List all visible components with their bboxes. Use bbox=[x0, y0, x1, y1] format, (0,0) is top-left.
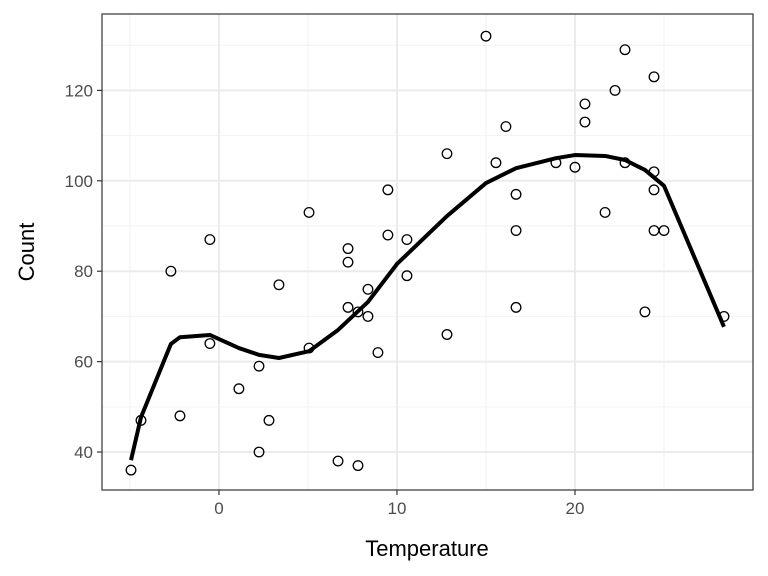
data-point bbox=[372, 347, 384, 359]
data-point bbox=[233, 383, 245, 395]
y-tick-label: 80 bbox=[74, 262, 93, 281]
data-point bbox=[609, 84, 621, 96]
data-point bbox=[135, 414, 147, 426]
data-point bbox=[510, 188, 522, 200]
data-point bbox=[619, 157, 631, 169]
data-point bbox=[648, 184, 660, 196]
x-tick-label: 0 bbox=[214, 499, 223, 518]
y-axis-title: Count bbox=[14, 223, 39, 282]
data-points bbox=[125, 30, 730, 476]
data-point bbox=[382, 184, 394, 196]
data-point bbox=[352, 460, 364, 472]
y-tick-label: 60 bbox=[74, 353, 93, 372]
data-point bbox=[401, 270, 413, 282]
data-point bbox=[303, 206, 315, 218]
data-point bbox=[342, 301, 354, 313]
data-point bbox=[599, 206, 611, 218]
data-point bbox=[174, 410, 186, 422]
data-point bbox=[441, 148, 453, 160]
x-tick-label: 10 bbox=[388, 499, 407, 518]
y-tick-label: 40 bbox=[74, 443, 93, 462]
data-point bbox=[648, 71, 660, 83]
data-point bbox=[619, 44, 631, 56]
gridlines bbox=[102, 14, 753, 490]
data-point bbox=[550, 157, 562, 169]
y-tick-label: 100 bbox=[65, 172, 93, 191]
data-point bbox=[579, 116, 591, 128]
data-point bbox=[204, 234, 216, 246]
data-point bbox=[500, 121, 512, 133]
data-point bbox=[303, 342, 315, 354]
axis-ticks: 0 10 20 40 60 80 100 120 bbox=[65, 81, 585, 518]
data-point bbox=[332, 455, 344, 467]
data-point bbox=[352, 306, 364, 318]
data-point bbox=[263, 414, 275, 426]
x-axis-title: Temperature bbox=[365, 536, 489, 561]
smooth-line bbox=[129, 153, 726, 461]
data-point bbox=[510, 225, 522, 236]
data-point bbox=[362, 310, 374, 322]
panel-background bbox=[102, 14, 753, 490]
data-point bbox=[253, 360, 265, 372]
data-point bbox=[342, 243, 354, 255]
data-point bbox=[490, 157, 502, 169]
data-point bbox=[165, 265, 177, 277]
data-point bbox=[579, 98, 591, 110]
data-point bbox=[382, 229, 394, 241]
data-point bbox=[639, 306, 651, 318]
y-tick-label: 120 bbox=[65, 81, 93, 100]
data-point bbox=[273, 279, 285, 291]
data-point bbox=[253, 446, 265, 458]
data-point bbox=[648, 166, 660, 178]
data-point bbox=[718, 310, 730, 322]
data-point bbox=[125, 464, 137, 476]
x-tick-label: 20 bbox=[566, 499, 585, 518]
data-point bbox=[342, 256, 354, 268]
data-point bbox=[204, 338, 216, 349]
data-point bbox=[569, 161, 581, 173]
data-point bbox=[480, 30, 492, 42]
data-point bbox=[362, 283, 374, 295]
data-point bbox=[401, 234, 413, 246]
data-point bbox=[441, 329, 453, 340]
data-point bbox=[658, 225, 670, 236]
data-point bbox=[510, 301, 522, 313]
panel-border bbox=[101, 13, 754, 491]
